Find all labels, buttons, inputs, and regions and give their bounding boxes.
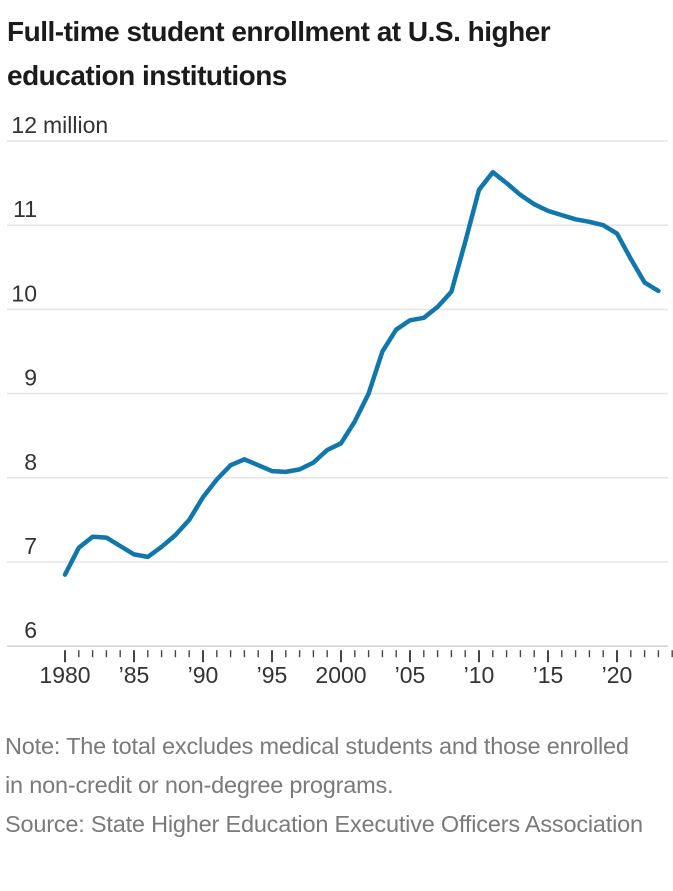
- enrollment-line-chart: 12 million 11 10 9 8 7 6 1980 ’85 ’90 ’95 2000 ’05 ’10…: [0, 98, 673, 703]
- chart-title: Full-time student enrollment at U.S. hig…: [7, 10, 673, 98]
- y-axis-tick-label: 8: [24, 449, 37, 475]
- x-axis-tick-label: ’20: [602, 662, 633, 688]
- x-axis-tick-label: 1980: [39, 662, 90, 688]
- x-axis-tick-label: ’15: [533, 662, 564, 688]
- enrollment-trend-line: [62, 169, 661, 577]
- chart-source: Source: State Higher Education Executive…: [5, 811, 643, 837]
- y-axis-tick-label: 9: [24, 365, 37, 391]
- y-axis-unit-label: million: [43, 112, 108, 138]
- chart-note: Note: The total excludes medical student…: [5, 733, 629, 798]
- y-axis-tick-label: 7: [24, 533, 37, 559]
- y-axis-tick-label: 6: [24, 617, 37, 643]
- x-axis-tick-label: ’90: [188, 662, 219, 688]
- x-axis-tick-label: 2000: [315, 662, 366, 688]
- x-axis-tick-label: ’85: [119, 662, 150, 688]
- y-axis-tick-label: 10: [11, 280, 37, 306]
- y-axis-tick-label: 12: [11, 112, 37, 138]
- chart-footer: Note: The total excludes medical student…: [5, 727, 673, 844]
- x-axis-tick-label: ’10: [464, 662, 495, 688]
- chart-header: Full-time student enrollment at U.S. hig…: [0, 10, 673, 98]
- x-axis-tick-label: ’95: [257, 662, 288, 688]
- x-axis-tick-label: ’05: [395, 662, 426, 688]
- y-axis-tick-label: 11: [13, 196, 37, 222]
- chart-title-line2: education institutions: [7, 60, 287, 91]
- chart-title-line1: Full-time student enrollment at U.S. hig…: [7, 16, 551, 47]
